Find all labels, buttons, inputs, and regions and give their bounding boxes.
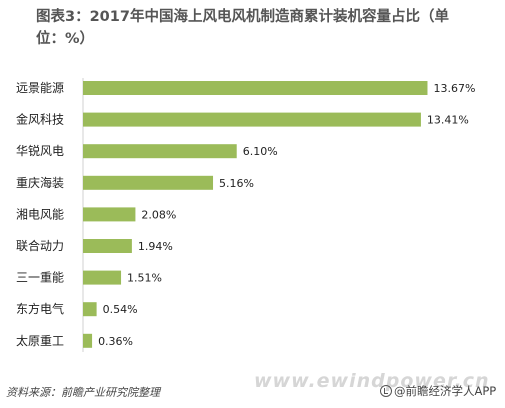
bar: [83, 144, 237, 159]
chart-title: 图表3：2017年中国海上风电风机制造商累计装机容量占比（单位：%）: [36, 9, 449, 47]
bar: [83, 333, 93, 348]
bar-chart: 远景能源 13.67% 金风科技 13.41% 华锐风电 6.10% 重庆海装 5.16% 湘电…: [16, 78, 475, 352]
category-label: 远景能源: [16, 81, 64, 95]
brand-credit: @前瞻经济学人APP: [380, 383, 496, 399]
bar: [83, 81, 428, 95]
watermark-text: www.ewindpower.cn: [254, 370, 490, 392]
value-label: 13.67%: [433, 82, 475, 95]
bar: [83, 270, 122, 285]
source-note: 资料来源：前瞻产业研究院整理: [6, 386, 160, 399]
category-label: 联合动力: [16, 238, 64, 253]
footer: 资料来源：前瞻产业研究院整理 www.ewindpower.cn @前瞻经济学人…: [0, 370, 505, 408]
bar: [83, 112, 421, 127]
value-label: 2.08%: [141, 208, 176, 221]
value-label: 0.36%: [98, 335, 133, 348]
value-label: 1.94%: [138, 240, 173, 253]
category-label: 金风科技: [16, 112, 64, 127]
category-label: 三一重能: [16, 271, 64, 285]
value-label: 0.54%: [103, 303, 138, 316]
category-label: 华锐风电: [16, 144, 64, 158]
category-label: 重庆海装: [16, 175, 64, 190]
circle-check-icon: [380, 385, 392, 397]
bars-group: 远景能源 13.67% 金风科技 13.41% 华锐风电 6.10% 重庆海装 5.16% 湘电…: [16, 81, 475, 348]
category-label: 东方电气: [16, 301, 64, 316]
bar: [83, 175, 214, 190]
value-label: 6.10%: [243, 145, 278, 158]
bar: [83, 239, 132, 253]
bar: [83, 207, 136, 222]
category-label: 湘电风能: [16, 206, 64, 221]
brand-credit-label: @前瞻经济学人APP: [394, 384, 497, 398]
category-label: 太原重工: [16, 333, 64, 348]
value-label: 13.41%: [427, 114, 469, 127]
value-label: 1.51%: [127, 272, 162, 285]
value-label: 5.16%: [219, 177, 254, 190]
bar: [83, 302, 97, 317]
